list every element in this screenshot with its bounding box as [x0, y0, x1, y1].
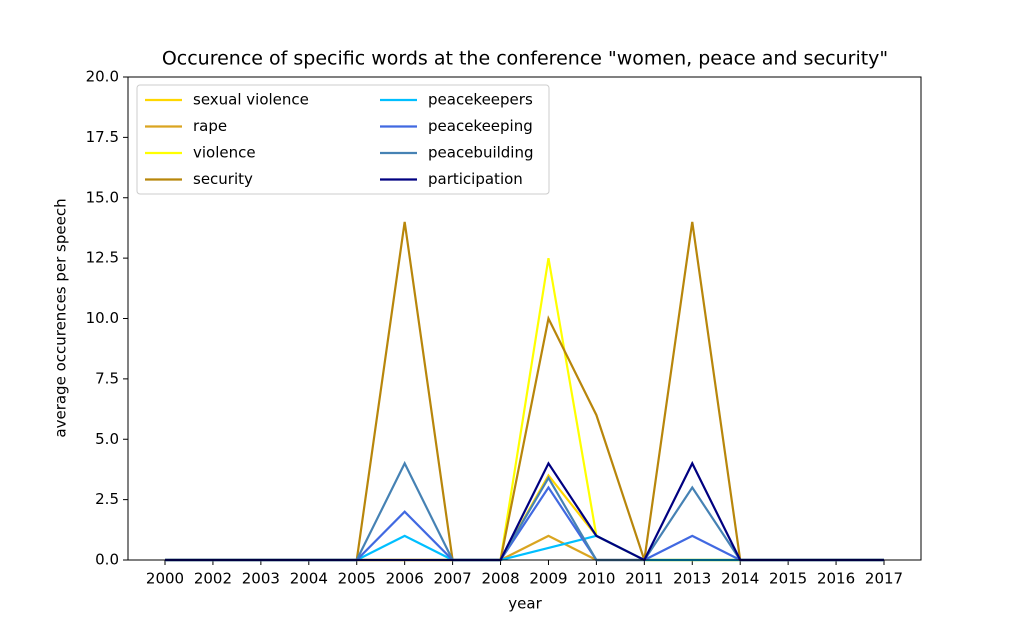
- legend-label: peacekeeping: [428, 117, 533, 135]
- legend-label: peacebuilding: [428, 144, 534, 162]
- x-tick-label: 2016: [817, 570, 855, 588]
- y-tick-label: 15.0: [86, 188, 119, 206]
- y-tick-label: 12.5: [86, 249, 119, 267]
- x-tick-label: 2002: [194, 570, 232, 588]
- y-tick-label: 17.5: [86, 128, 119, 146]
- x-tick-label: 2004: [290, 570, 328, 588]
- x-tick-label: 2009: [529, 570, 567, 588]
- y-tick-label: 7.5: [95, 369, 119, 387]
- series-line: [165, 534, 884, 562]
- legend-box: [136, 84, 550, 195]
- y-tick-label: 20.0: [86, 68, 119, 86]
- legend-label: rape: [193, 117, 227, 135]
- x-tick-label: 2005: [338, 570, 376, 588]
- x-tick-label: 2011: [625, 570, 663, 588]
- x-tick-label: 2000: [146, 570, 184, 588]
- y-tick-label: 5.0: [95, 430, 119, 448]
- x-axis-label: year: [508, 595, 542, 613]
- x-tick-label: 2007: [434, 570, 472, 588]
- y-tick-label: 2.5: [95, 490, 119, 508]
- series-line: [165, 257, 884, 562]
- legend-label: peacekeepers: [428, 91, 533, 109]
- x-tick-label: 2006: [386, 570, 424, 588]
- x-tick-label: 2014: [721, 570, 759, 588]
- legend-label: sexual violence: [193, 91, 309, 109]
- x-tick-label: 2017: [865, 570, 903, 588]
- y-axis-label: average occurences per speech: [52, 198, 70, 437]
- chart-title: Occurence of specific words at the confe…: [162, 48, 888, 70]
- series-line: [165, 460, 884, 562]
- x-tick-label: 2015: [769, 570, 807, 588]
- y-tick-label: 10.0: [86, 309, 119, 327]
- x-tick-label: 2013: [673, 570, 711, 588]
- plot-frame: [127, 76, 922, 561]
- legend-label: violence: [193, 144, 256, 162]
- legend-label: security: [193, 170, 253, 188]
- x-tick-label: 2003: [242, 570, 280, 588]
- y-tick-label: 0.0: [95, 551, 119, 569]
- x-tick-label: 2008: [481, 570, 519, 588]
- legend-label: participation: [428, 170, 523, 188]
- x-tick-label: 2010: [577, 570, 615, 588]
